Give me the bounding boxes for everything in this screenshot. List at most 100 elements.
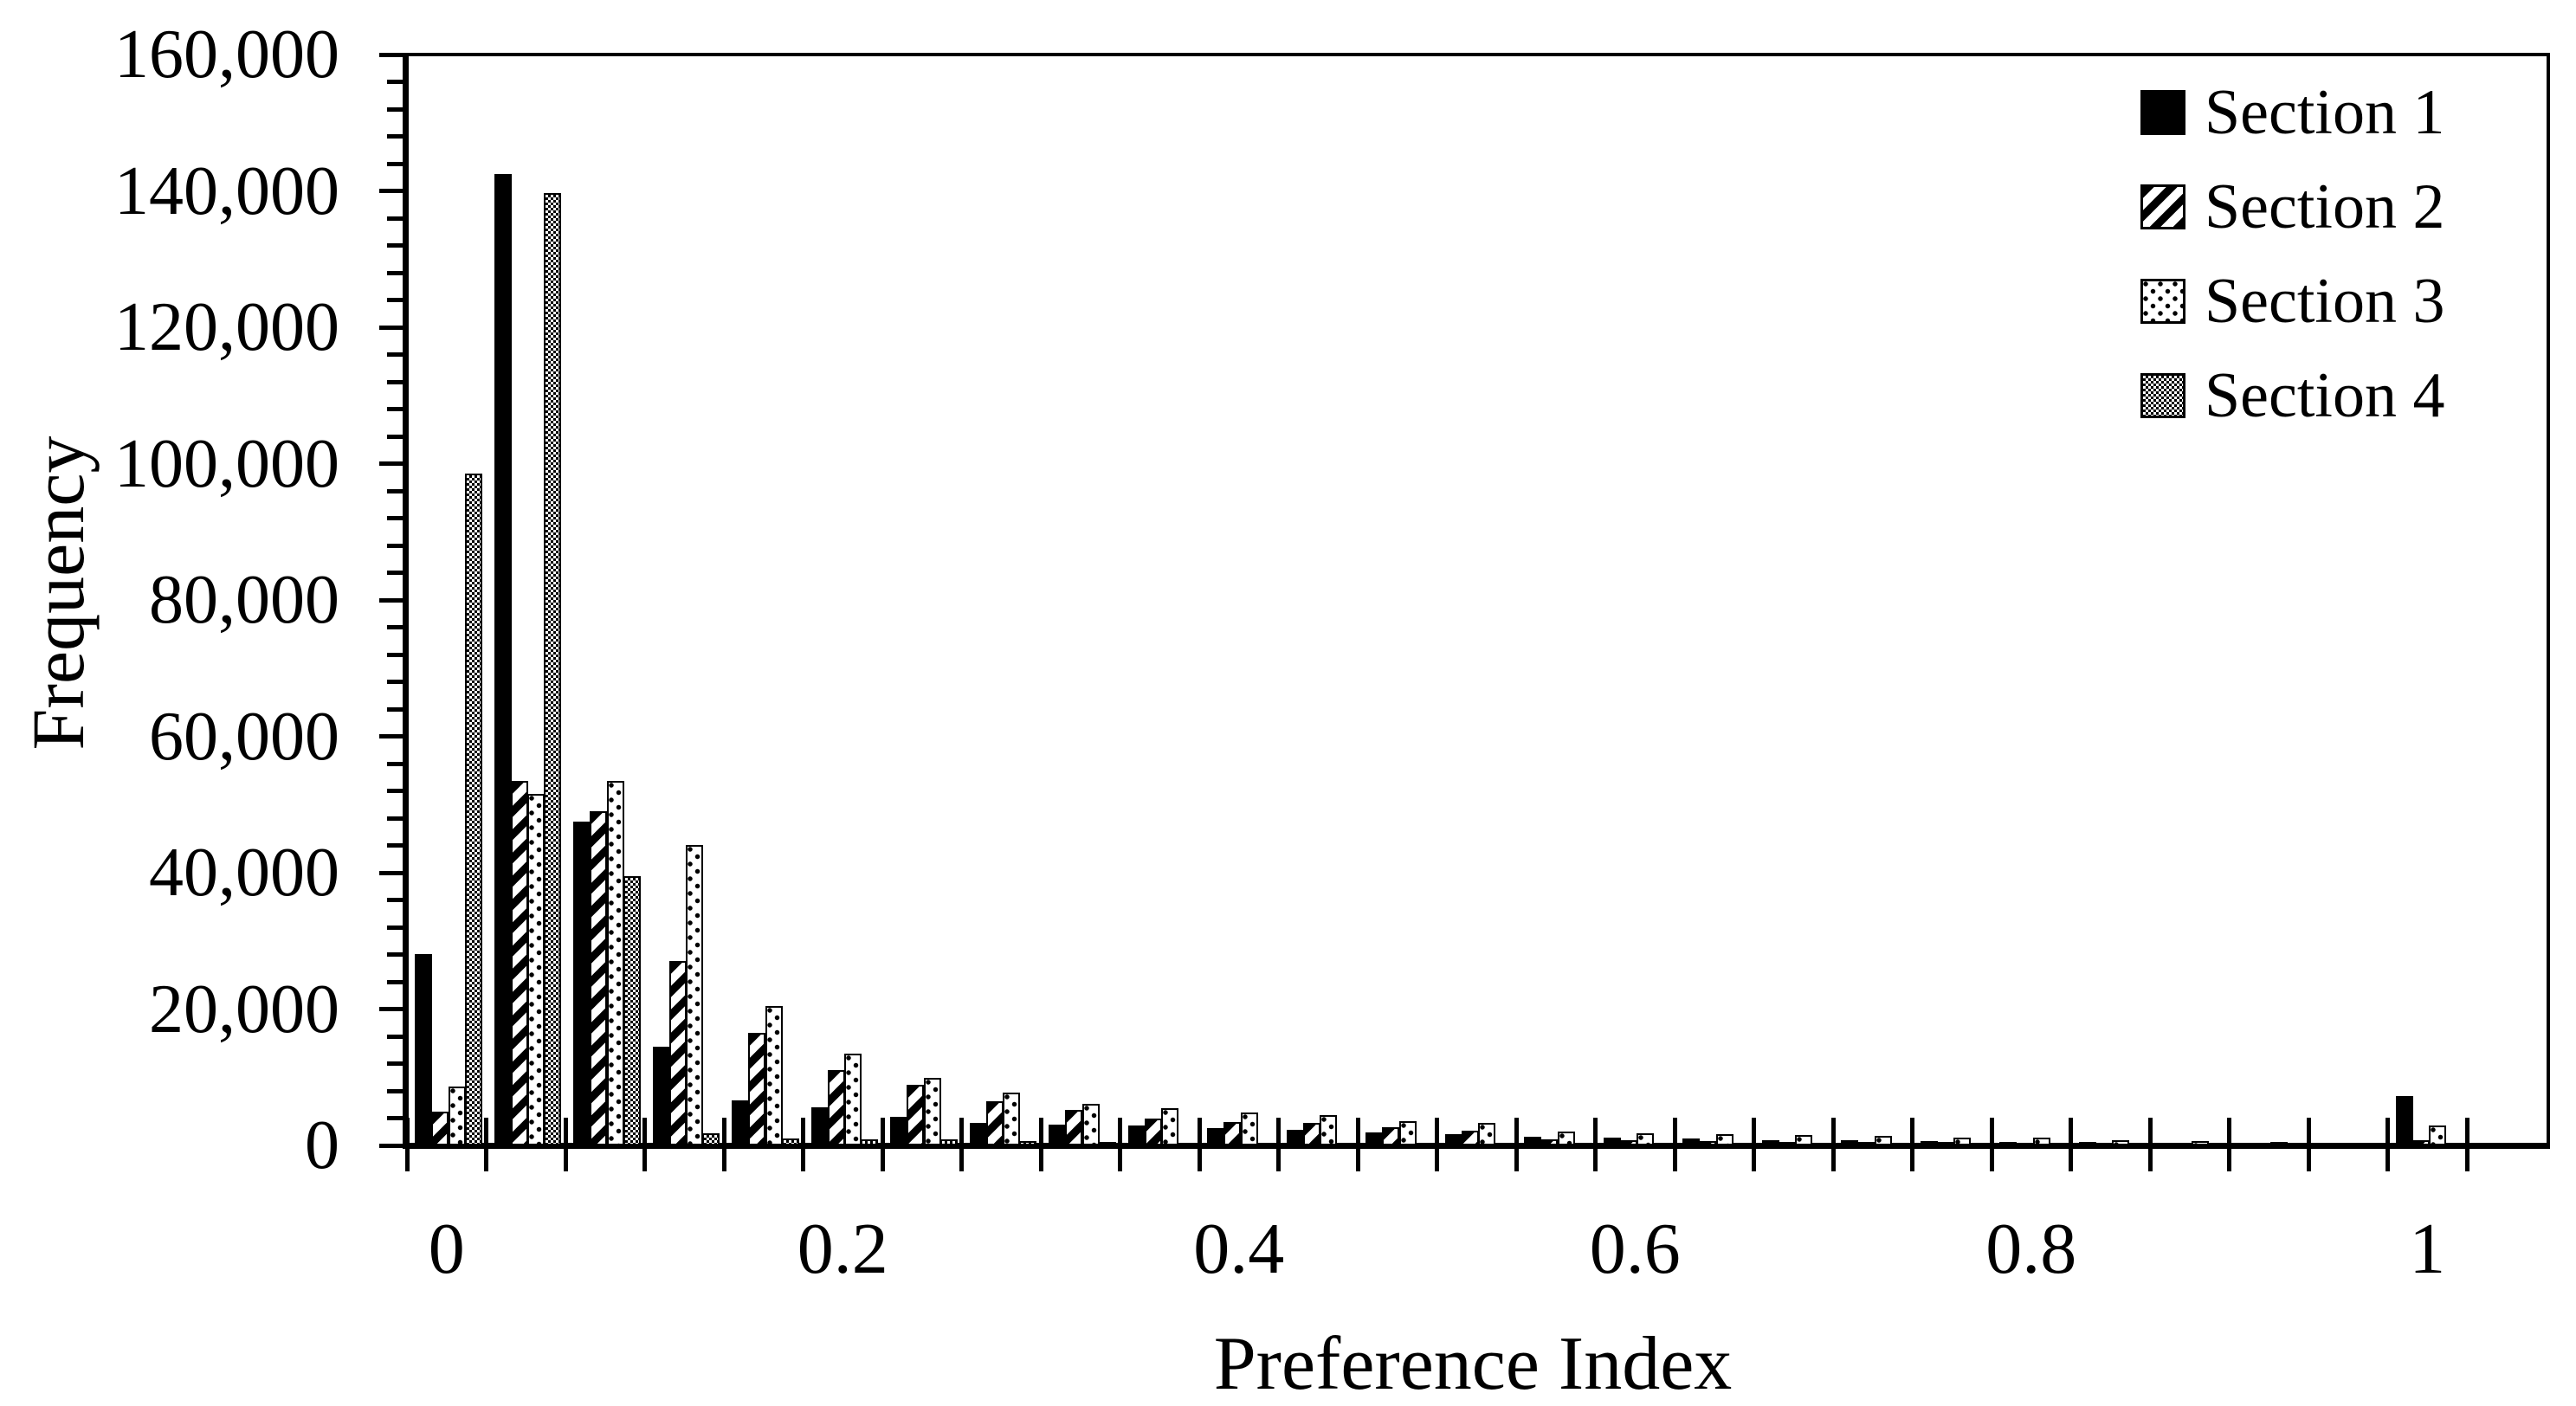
x-tick [880, 1118, 885, 1171]
bar-section-3 [1953, 1138, 1971, 1145]
bar-section-1 [494, 174, 512, 1145]
x-axis-title: Preference Index [1213, 1322, 1733, 1406]
x-tick [563, 1118, 568, 1171]
y-major-tick [379, 1143, 405, 1148]
x-tick [1355, 1118, 1360, 1171]
bar-section-4 [1098, 1142, 1116, 1145]
y-minor-tick [387, 1034, 405, 1039]
bar-section-2 [1778, 1142, 1796, 1145]
bar-section-2 [1540, 1139, 1559, 1145]
bar-section-4 [2128, 1143, 2147, 1146]
x-tick [1672, 1118, 1677, 1171]
bar-section-1 [1444, 1134, 1462, 1145]
bar-section-2 [590, 811, 608, 1145]
plot-right-border [2547, 53, 2550, 1149]
bar-section-2 [748, 1033, 766, 1145]
x-tick-label: 0.8 [1985, 1209, 2077, 1289]
legend-item: Section 3 [2140, 266, 2445, 337]
x-tick [1276, 1118, 1281, 1171]
bar-section-1 [1049, 1125, 1066, 1145]
bar-section-3 [2349, 1143, 2367, 1146]
y-axis-title: Frequency [16, 435, 100, 751]
x-tick [1514, 1118, 1519, 1171]
bar-section-2 [1144, 1119, 1162, 1145]
y-minor-tick [387, 352, 405, 357]
bar-section-2 [1857, 1142, 1876, 1145]
bar-section-3 [1795, 1135, 1812, 1145]
bar-section-1 [573, 822, 591, 1145]
bar-section-4 [861, 1139, 879, 1145]
bar-section-4 [1019, 1141, 1037, 1145]
bar-section-1 [2158, 1143, 2175, 1146]
legend-swatch-section-3 [2140, 279, 2185, 324]
y-axis-line [403, 55, 409, 1149]
y-tick-label: 160,000 [114, 16, 339, 93]
y-minor-tick [387, 80, 405, 84]
legend-label: Section 2 [2205, 171, 2445, 242]
legend-item: Section 4 [2140, 364, 2444, 428]
bar-section-2 [907, 1085, 925, 1145]
bar-section-2 [2174, 1143, 2192, 1146]
bar-section-4 [1336, 1143, 1354, 1146]
x-tick [2306, 1118, 2311, 1171]
y-minor-tick [387, 543, 405, 548]
bar-section-1 [415, 954, 432, 1145]
bar-section-4 [2207, 1143, 2225, 1146]
bar-section-4 [1415, 1143, 1433, 1146]
x-tick [484, 1118, 488, 1171]
y-tick-label: 140,000 [114, 152, 339, 229]
bar-section-2 [510, 781, 528, 1145]
bar-section-2 [1461, 1131, 1479, 1145]
bar-section-4 [1573, 1143, 1591, 1146]
x-tick [1593, 1118, 1598, 1171]
bar-section-4 [623, 876, 641, 1145]
y-major-tick [379, 597, 405, 603]
x-tick [2227, 1118, 2231, 1171]
x-tick [1989, 1118, 1994, 1171]
y-minor-tick [387, 925, 405, 930]
legend-label: Section 3 [2205, 266, 2445, 337]
y-tick-label: 120,000 [114, 289, 339, 365]
bar-section-1 [810, 1107, 829, 1145]
bar-section-3 [1637, 1133, 1654, 1145]
y-minor-tick [387, 216, 405, 221]
y-minor-tick [387, 816, 405, 821]
y-minor-tick [387, 106, 405, 112]
bar-section-3 [1398, 1121, 1417, 1145]
x-tick [2386, 1118, 2390, 1171]
bar-section-3 [2270, 1142, 2288, 1145]
bar-section-3 [2429, 1125, 2446, 1145]
bar-section-3 [2032, 1138, 2050, 1145]
bar-section-4 [939, 1139, 958, 1145]
bar-section-3 [1874, 1136, 1892, 1145]
bar-section-1 [969, 1123, 987, 1145]
x-tick [1830, 1118, 1836, 1171]
x-tick-label: 1 [2409, 1209, 2446, 1289]
bar-section-3 [1478, 1123, 1495, 1145]
legend-swatch-section-1 [2140, 90, 2185, 135]
bar-section-4 [1811, 1143, 1830, 1146]
bar-section-4 [544, 193, 562, 1145]
x-tick-label: 0.2 [797, 1209, 888, 1289]
y-minor-tick [387, 843, 405, 848]
y-minor-tick [387, 161, 405, 166]
bar-section-1 [1524, 1137, 1541, 1145]
bar-section-3 [527, 794, 545, 1145]
x-tick [959, 1118, 964, 1171]
y-major-tick [379, 1007, 405, 1011]
y-minor-tick [387, 298, 405, 302]
legend-label: Section 1 [2205, 77, 2445, 148]
y-major-tick [379, 734, 405, 738]
bar-section-1 [1286, 1130, 1304, 1145]
bar-section-3 [1320, 1115, 1337, 1145]
bar-section-4 [1890, 1143, 1908, 1146]
bar-section-1 [2237, 1143, 2255, 1146]
y-minor-tick [387, 379, 405, 384]
plot-top-border [403, 53, 2550, 56]
x-tick-label: 0.4 [1193, 1209, 1285, 1289]
x-tick [1038, 1118, 1043, 1171]
bar-section-4 [702, 1133, 720, 1145]
y-minor-tick [387, 652, 405, 657]
y-tick-label: 100,000 [114, 425, 339, 502]
y-tick-label: 60,000 [149, 698, 339, 775]
